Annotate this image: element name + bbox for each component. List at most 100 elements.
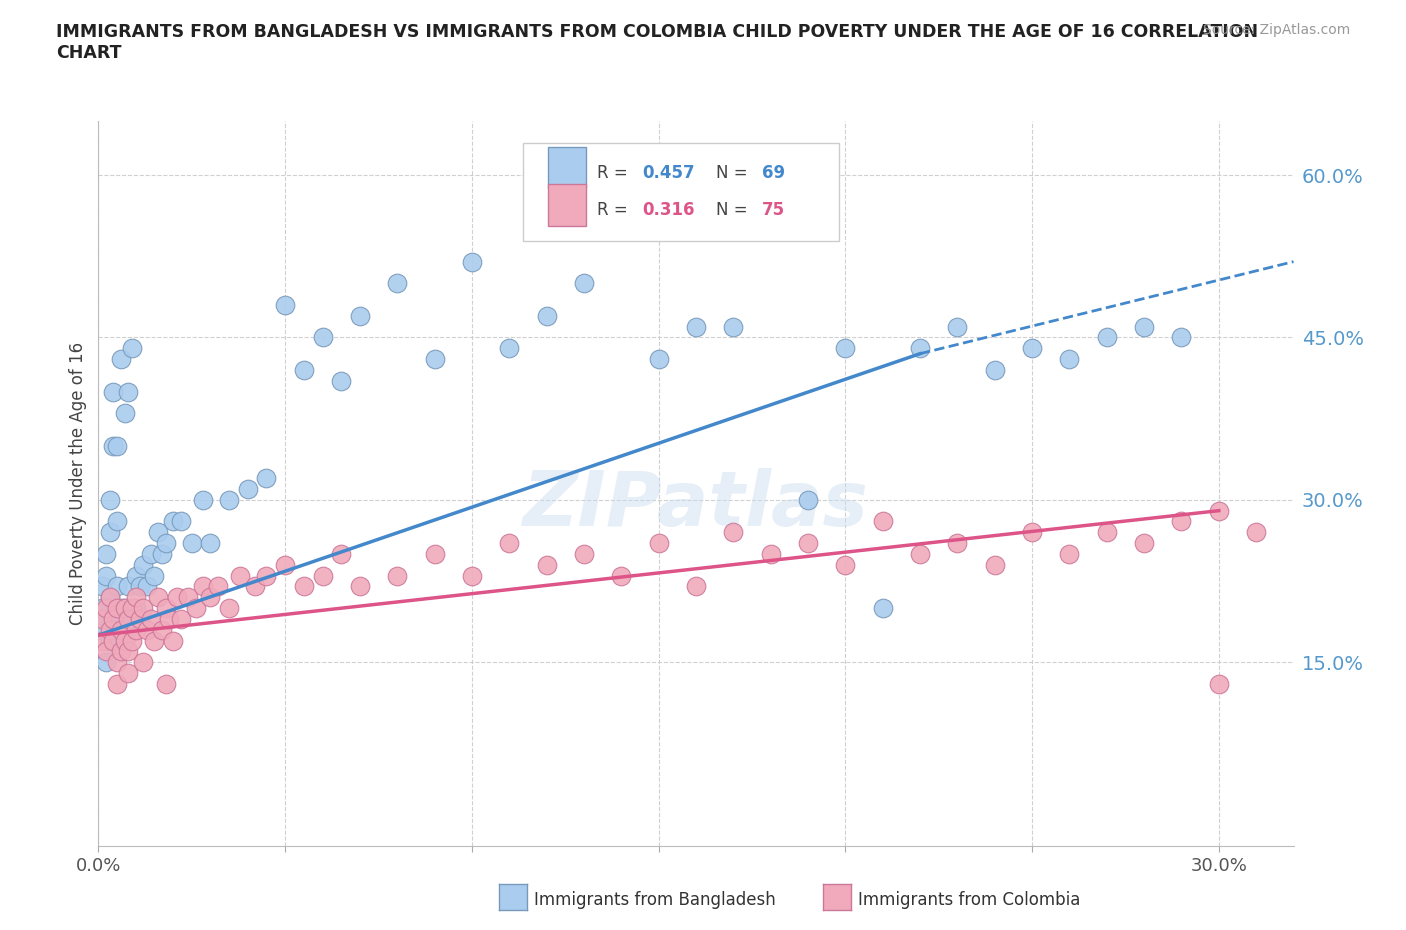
Point — [98, 633, 121, 648]
Point — [1095, 330, 1118, 345]
Point — [984, 557, 1007, 572]
Point — [311, 330, 333, 345]
Point — [114, 601, 136, 616]
Point — [94, 644, 117, 658]
Point — [98, 590, 121, 604]
Point — [180, 536, 202, 551]
Point — [94, 655, 117, 670]
Point — [91, 579, 114, 594]
Point — [128, 612, 150, 627]
Point — [110, 601, 132, 616]
Point — [105, 438, 128, 453]
Point — [117, 644, 139, 658]
FancyBboxPatch shape — [548, 147, 586, 188]
Point — [105, 514, 128, 529]
Point — [191, 579, 214, 594]
Point — [984, 363, 1007, 378]
Point — [94, 568, 117, 583]
Point — [1208, 676, 1230, 691]
Point — [121, 340, 143, 355]
Point — [91, 622, 114, 637]
Point — [98, 590, 121, 604]
Point — [908, 340, 931, 355]
Point — [274, 557, 297, 572]
Point — [834, 557, 856, 572]
Point — [200, 590, 222, 604]
Point — [125, 590, 148, 604]
Text: ZIPatlas: ZIPatlas — [523, 469, 869, 542]
Text: 69: 69 — [762, 165, 785, 182]
Point — [121, 633, 143, 648]
Point — [110, 644, 132, 658]
FancyBboxPatch shape — [548, 184, 586, 226]
Point — [1021, 525, 1043, 539]
Point — [647, 352, 669, 366]
Point — [1133, 319, 1156, 334]
Point — [872, 514, 894, 529]
Point — [872, 601, 894, 616]
Point — [94, 601, 117, 616]
Text: Immigrants from Colombia: Immigrants from Colombia — [858, 891, 1080, 910]
Point — [349, 309, 371, 324]
Point — [385, 276, 409, 291]
Point — [946, 319, 969, 334]
Point — [162, 633, 184, 648]
Point — [110, 622, 132, 637]
Point — [177, 590, 200, 604]
Point — [155, 676, 177, 691]
Point — [461, 254, 484, 269]
Point — [143, 568, 166, 583]
Point — [117, 579, 139, 594]
Point — [908, 547, 931, 562]
Point — [1095, 525, 1118, 539]
Point — [1244, 525, 1267, 539]
Point — [103, 612, 125, 627]
Point — [385, 568, 409, 583]
Point — [139, 612, 162, 627]
Point — [256, 568, 278, 583]
Point — [121, 601, 143, 616]
Text: 0.457: 0.457 — [643, 165, 695, 182]
Point — [98, 622, 121, 637]
Point — [105, 579, 128, 594]
Point — [114, 405, 136, 420]
Point — [536, 309, 558, 324]
Point — [1170, 514, 1192, 529]
Point — [132, 601, 155, 616]
Point — [274, 298, 297, 312]
Point — [723, 319, 745, 334]
Point — [498, 536, 520, 551]
Point — [330, 547, 353, 562]
Text: Immigrants from Bangladesh: Immigrants from Bangladesh — [534, 891, 776, 910]
Point — [117, 666, 139, 681]
Point — [169, 612, 191, 627]
Point — [125, 568, 148, 583]
Point — [292, 579, 315, 594]
Point — [946, 536, 969, 551]
Point — [723, 525, 745, 539]
Point — [103, 612, 125, 627]
Point — [166, 590, 188, 604]
Point — [114, 633, 136, 648]
Point — [91, 612, 114, 627]
Point — [105, 655, 128, 670]
Text: R =: R = — [596, 165, 633, 182]
Point — [98, 525, 121, 539]
Point — [91, 633, 114, 648]
Text: 75: 75 — [762, 201, 785, 219]
Point — [236, 482, 259, 497]
FancyBboxPatch shape — [523, 142, 839, 241]
Point — [98, 492, 121, 507]
Point — [572, 276, 595, 291]
Point — [207, 579, 229, 594]
Point — [1059, 352, 1081, 366]
Point — [105, 601, 128, 616]
Text: 0.316: 0.316 — [643, 201, 695, 219]
Point — [139, 547, 162, 562]
Point — [834, 340, 856, 355]
Point — [155, 601, 177, 616]
Point — [91, 601, 114, 616]
Point — [132, 655, 155, 670]
Point — [148, 525, 170, 539]
Point — [292, 363, 315, 378]
